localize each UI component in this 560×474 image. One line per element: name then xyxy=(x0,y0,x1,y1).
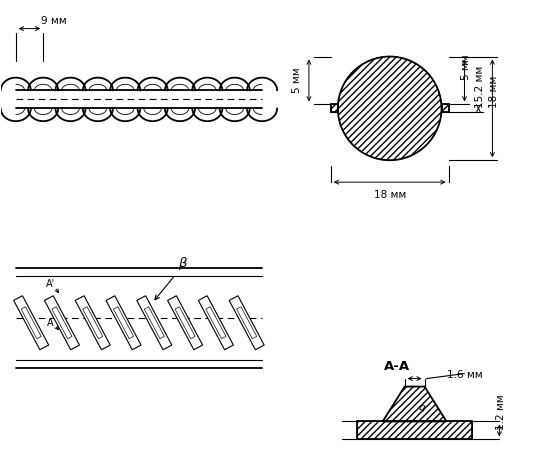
Polygon shape xyxy=(106,296,141,350)
Text: 1.6 мм: 1.6 мм xyxy=(446,370,482,380)
Polygon shape xyxy=(331,104,338,112)
Polygon shape xyxy=(75,296,110,350)
Text: β: β xyxy=(178,257,187,270)
Circle shape xyxy=(338,56,441,160)
Text: 5 мм: 5 мм xyxy=(292,68,302,93)
Text: 1.2 мм: 1.2 мм xyxy=(496,395,506,430)
Polygon shape xyxy=(441,104,449,112)
Polygon shape xyxy=(137,296,172,350)
Text: А-А: А-А xyxy=(384,360,410,373)
Polygon shape xyxy=(198,296,234,350)
Polygon shape xyxy=(167,296,203,350)
Text: 18 мм: 18 мм xyxy=(489,76,500,109)
Text: α: α xyxy=(417,401,428,413)
Bar xyxy=(357,421,473,439)
Polygon shape xyxy=(13,296,49,350)
Polygon shape xyxy=(382,387,446,421)
Text: 18 мм: 18 мм xyxy=(374,190,406,200)
Text: А': А' xyxy=(46,279,55,289)
Bar xyxy=(357,421,473,439)
Text: А: А xyxy=(48,318,54,328)
Text: 9 мм: 9 мм xyxy=(41,16,67,26)
Text: 15.2 мм: 15.2 мм xyxy=(475,66,486,109)
Bar xyxy=(357,421,473,439)
Polygon shape xyxy=(229,296,264,350)
Polygon shape xyxy=(44,296,80,350)
Text: 5 мм: 5 мм xyxy=(461,55,472,81)
